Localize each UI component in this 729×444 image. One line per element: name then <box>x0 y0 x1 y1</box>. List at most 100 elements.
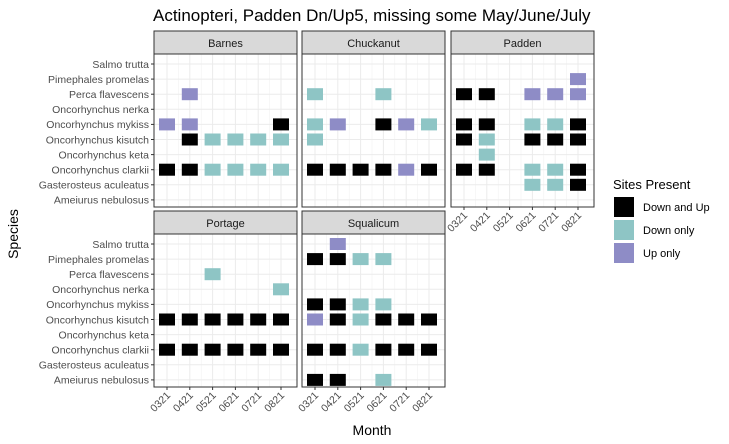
panel-border <box>301 233 446 388</box>
y-tick-label: Oncorhynchus kisutch <box>46 134 149 146</box>
y-tick-label: Gasterosteus aculeatus <box>39 360 149 372</box>
panel-background <box>154 234 297 387</box>
tile-oncorhynchus-mykiss-0821 <box>273 118 289 131</box>
tile-oncorhynchus-clarkii-0321 <box>159 163 175 176</box>
tile-perca-flavescens-0821 <box>570 88 586 101</box>
y-tick-label: Oncorhynchus clarkii <box>52 345 149 357</box>
tile-perca-flavescens-0321 <box>307 88 323 101</box>
panel-border <box>153 233 298 388</box>
legend-label-up: Up only <box>643 248 681 260</box>
tile-oncorhynchus-mykiss-0421 <box>329 298 346 311</box>
tile-oncorhynchus-clarkii-0521 <box>204 163 221 176</box>
panel-portage: Portage Salmo trutta Pimephales promelas Pe… <box>39 210 298 415</box>
tile-oncorhynchus-kisutch-0421 <box>329 313 346 326</box>
y-tick-label: Salmo trutta <box>92 59 149 71</box>
tile-oncorhynchus-mykiss-0621 <box>524 118 541 131</box>
tile-oncorhynchus-clarkii-0421 <box>329 343 346 356</box>
legend: Sites Present Down and Up Down only Up onl… <box>613 177 710 263</box>
tile-oncorhynchus-kisutch-0321 <box>159 313 175 326</box>
tile-oncorhynchus-clarkii-0721 <box>398 343 415 356</box>
tile-oncorhynchus-clarkii-0421 <box>329 163 346 176</box>
y-tick-label: Pimephales promelas <box>48 74 149 86</box>
tile-ameiurus-nebulosus-0621 <box>375 373 392 386</box>
tile-ameiurus-nebulosus-0421 <box>329 373 346 386</box>
x-tick-label: 0521 <box>342 390 367 415</box>
tile-oncorhynchus-clarkii-0421 <box>478 163 495 176</box>
tile-oncorhynchus-clarkii-0521 <box>352 343 369 356</box>
y-tick-label: Oncorhynchus mykiss <box>46 299 149 311</box>
tile-oncorhynchus-clarkii-0621 <box>375 343 392 356</box>
panel-strip-label: Padden <box>504 38 542 50</box>
tile-oncorhynchus-clarkii-0621 <box>227 163 244 176</box>
x-tick-label: 0821 <box>262 390 287 415</box>
tile-oncorhynchus-kisutch-0421 <box>181 133 198 146</box>
tile-perca-flavescens-0321 <box>456 88 472 101</box>
tile-oncorhynchus-kisutch-0321 <box>307 133 323 146</box>
legend-key-up <box>614 243 634 263</box>
y-tick-label: Oncorhynchus keta <box>59 149 150 161</box>
x-tick-label: 0521 <box>194 390 219 415</box>
x-tick-label: 0321 <box>148 390 173 415</box>
tile-oncorhynchus-kisutch-0421 <box>478 133 495 146</box>
panel-strip-label: Portage <box>206 218 245 230</box>
tile-oncorhynchus-mykiss-0321 <box>307 298 323 311</box>
tile-perca-flavescens-0421 <box>478 88 495 101</box>
tile-oncorhynchus-clarkii-0821 <box>570 163 586 176</box>
panel-border <box>301 53 446 208</box>
panel-background <box>154 54 297 207</box>
tile-oncorhynchus-mykiss-0621 <box>375 298 392 311</box>
tile-oncorhynchus-mykiss-0721 <box>547 118 564 131</box>
tile-oncorhynchus-clarkii-0621 <box>524 163 541 176</box>
tile-oncorhynchus-kisutch-0521 <box>352 313 369 326</box>
panel-strip-label: Chuckanut <box>347 38 400 50</box>
legend-title: Sites Present <box>613 177 691 192</box>
x-tick-label: 0621 <box>217 390 242 415</box>
y-tick-label: Perca flavescens <box>69 89 149 101</box>
tile-oncorhynchus-clarkii-0521 <box>204 343 221 356</box>
x-axis-title: Month <box>353 422 392 438</box>
tile-oncorhynchus-clarkii-0321 <box>307 163 323 176</box>
tile-oncorhynchus-keta-0421 <box>478 148 495 161</box>
tile-oncorhynchus-kisutch-0321 <box>456 133 472 146</box>
tile-oncorhynchus-clarkii-0721 <box>250 343 267 356</box>
y-tick-label: Gasterosteus aculeatus <box>39 180 149 192</box>
tile-gasterosteus-aculeatus-0821 <box>570 178 586 191</box>
tile-oncorhynchus-clarkii-0721 <box>398 163 415 176</box>
y-tick-label: Oncorhynchus clarkii <box>52 165 149 177</box>
panel-border <box>450 53 595 208</box>
panel-grid: Barnes Salmo trutta Pimephales promelas Per… <box>39 30 595 415</box>
tile-oncorhynchus-kisutch-0621 <box>375 313 392 326</box>
y-tick-label: Oncorhynchus nerka <box>52 104 149 116</box>
tile-oncorhynchus-kisutch-0621 <box>227 133 244 146</box>
tile-oncorhynchus-clarkii-0621 <box>227 343 244 356</box>
tile-oncorhynchus-kisutch-0521 <box>204 133 221 146</box>
tile-oncorhynchus-clarkii-0321 <box>307 343 323 356</box>
x-tick-label: 0721 <box>387 390 412 415</box>
tile-oncorhynchus-clarkii-0321 <box>159 343 175 356</box>
tile-oncorhynchus-kisutch-0321 <box>307 313 323 326</box>
tile-oncorhynchus-clarkii-0521 <box>352 163 369 176</box>
tile-oncorhynchus-kisutch-0821 <box>570 133 586 146</box>
tile-oncorhynchus-clarkii-0821 <box>421 343 437 356</box>
tile-oncorhynchus-clarkii-0721 <box>547 163 564 176</box>
y-tick-label: Oncorhynchus keta <box>59 329 150 341</box>
tile-oncorhynchus-kisutch-0621 <box>227 313 244 326</box>
legend-label-down: Down only <box>643 225 695 237</box>
tile-oncorhynchus-kisutch-0621 <box>524 133 541 146</box>
y-tick-label: Oncorhynchus kisutch <box>46 314 149 326</box>
y-tick-label: Perca flavescens <box>69 269 149 281</box>
tile-oncorhynchus-mykiss-0421 <box>329 118 346 131</box>
tile-oncorhynchus-kisutch-0421 <box>181 313 198 326</box>
tile-perca-flavescens-0421 <box>181 88 198 101</box>
tile-salmo-trutta-0421 <box>329 238 346 250</box>
x-tick-label: 0821 <box>559 210 584 235</box>
y-tick-label: Pimephales promelas <box>48 254 149 266</box>
tile-oncorhynchus-kisutch-0721 <box>398 313 415 326</box>
x-tick-label: 0721 <box>239 390 264 415</box>
tile-perca-flavescens-0521 <box>204 268 221 281</box>
tile-oncorhynchus-mykiss-0321 <box>456 118 472 131</box>
tile-perca-flavescens-0621 <box>375 88 392 101</box>
tile-gasterosteus-aculeatus-0721 <box>547 178 564 191</box>
